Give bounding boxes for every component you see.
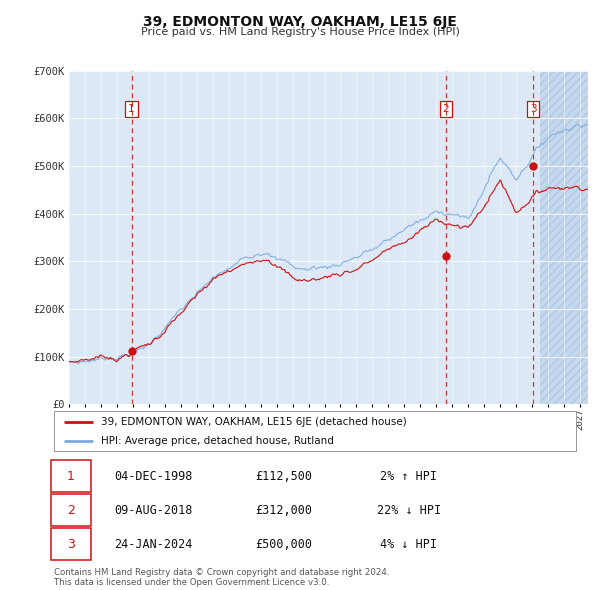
Text: HPI: Average price, detached house, Rutland: HPI: Average price, detached house, Rutl…: [101, 435, 334, 445]
Text: 39, EDMONTON WAY, OAKHAM, LE15 6JE (detached house): 39, EDMONTON WAY, OAKHAM, LE15 6JE (deta…: [101, 417, 407, 427]
Text: 2% ↑ HPI: 2% ↑ HPI: [380, 470, 437, 483]
FancyBboxPatch shape: [52, 529, 91, 560]
Text: 09-AUG-2018: 09-AUG-2018: [114, 504, 193, 517]
FancyBboxPatch shape: [52, 494, 91, 526]
Text: £312,000: £312,000: [255, 504, 312, 517]
Text: 3: 3: [530, 104, 536, 114]
Text: £112,500: £112,500: [255, 470, 312, 483]
Text: £500,000: £500,000: [255, 538, 312, 551]
Text: 22% ↓ HPI: 22% ↓ HPI: [377, 504, 441, 517]
Text: 24-JAN-2024: 24-JAN-2024: [114, 538, 193, 551]
Text: Contains HM Land Registry data © Crown copyright and database right 2024.: Contains HM Land Registry data © Crown c…: [54, 568, 389, 576]
Text: 4% ↓ HPI: 4% ↓ HPI: [380, 538, 437, 551]
Text: 1: 1: [128, 104, 135, 114]
Text: Price paid vs. HM Land Registry's House Price Index (HPI): Price paid vs. HM Land Registry's House …: [140, 27, 460, 37]
Bar: [540, 71, 588, 404]
FancyBboxPatch shape: [52, 460, 91, 492]
Text: 04-DEC-1998: 04-DEC-1998: [114, 470, 193, 483]
Text: 1: 1: [67, 470, 75, 483]
Text: 3: 3: [67, 538, 75, 551]
Text: This data is licensed under the Open Government Licence v3.0.: This data is licensed under the Open Gov…: [54, 578, 329, 587]
Text: 2: 2: [67, 504, 75, 517]
Text: 2: 2: [443, 104, 449, 114]
Text: 39, EDMONTON WAY, OAKHAM, LE15 6JE: 39, EDMONTON WAY, OAKHAM, LE15 6JE: [143, 15, 457, 29]
